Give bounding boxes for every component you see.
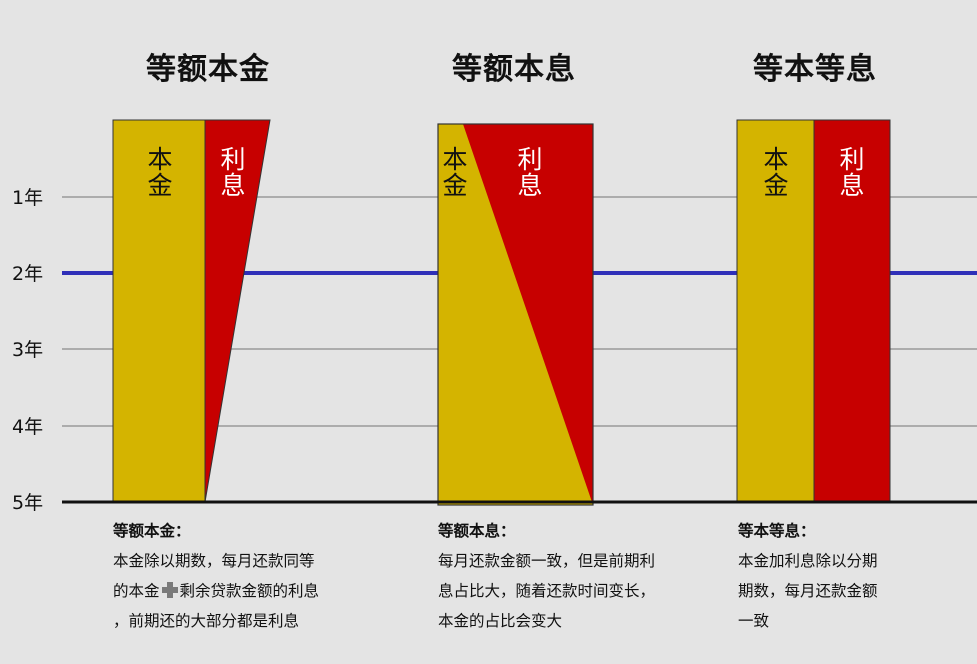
plus-icon [161, 582, 178, 598]
panel-3-bars [736, 119, 891, 502]
description-text: 剩余贷款金额的利息 [179, 582, 320, 600]
panel-3-principal-char-1: 本 [763, 145, 788, 174]
panel-1-bars [112, 119, 271, 503]
panel-2-description: 等额本息： 每月还款金额一致，但是前期利 息占比大，随着还款时间变长， 本金的占… [438, 516, 655, 636]
y-axis-labels: 1年 2年 3年 4年 5年 [12, 187, 43, 514]
interest-wedge [204, 119, 271, 503]
y-label-5: 5年 [12, 492, 43, 514]
panel-2-interest-char-2: 息 [517, 171, 542, 200]
panel-2-interest-char-1: 利 [517, 145, 542, 174]
bar-labels: 本 金 利 息 本 金 利 息 本 金 利 息 [147, 145, 864, 200]
y-label-2: 2年 [12, 263, 43, 285]
panel-1-interest-char-2: 息 [220, 171, 245, 200]
panel-2-principal-char-1: 本 [442, 145, 467, 174]
panel-3-principal-char-2: 金 [763, 171, 788, 200]
panel-3-title: 等本等息 [753, 52, 877, 87]
description-heading: 等额本金： [113, 522, 191, 540]
description-line: 息占比大，随着还款时间变长， [438, 582, 656, 600]
description-text: 的本金 [113, 582, 160, 600]
panel-3-interest-char-1: 利 [839, 145, 864, 174]
panel-2-bars [437, 123, 594, 506]
description-line: 期数，每月还款金额 [738, 582, 878, 600]
description-line: 本金的占比会变大 [438, 612, 563, 630]
principal-bar [736, 119, 815, 502]
description-heading: 等本等息： [738, 522, 816, 540]
y-label-3: 3年 [12, 339, 43, 361]
interest-region [463, 124, 593, 505]
panel-1-interest-char-1: 利 [220, 145, 245, 174]
description-line: 本金加利息除以分期 [738, 552, 878, 570]
description-line: 每月还款金额一致，但是前期利 [438, 552, 656, 570]
description-line: 的本金 剩余贷款金额的利息 [113, 576, 319, 606]
box-outline [437, 123, 594, 506]
description-line: ，前期还的大部分都是利息 [113, 612, 300, 630]
description-heading: 等额本息： [438, 522, 516, 540]
description-line: 本金除以期数，每月还款同等 [113, 552, 315, 570]
principal-bar [112, 119, 206, 503]
y-label-1: 1年 [12, 187, 43, 209]
panel-1-description: 等额本金： 本金除以期数，每月还款同等 的本金 剩余贷款金额的利息 ，前期还的大部… [113, 516, 319, 636]
panel-1-principal-char-1: 本 [147, 145, 172, 174]
description-line: 一致 [738, 612, 770, 630]
panel-1-title: 等额本金 [146, 52, 270, 87]
panel-2-title: 等额本息 [452, 52, 576, 87]
y-label-4: 4年 [12, 416, 43, 438]
panel-1-principal-char-2: 金 [147, 171, 172, 200]
interest-bar [813, 119, 891, 502]
panel-2-principal-char-2: 金 [442, 171, 467, 200]
panel-3-description: 等本等息： 本金加利息除以分期 期数，每月还款金额 一致 [738, 516, 878, 636]
panel-3-interest-char-2: 息 [839, 171, 864, 200]
